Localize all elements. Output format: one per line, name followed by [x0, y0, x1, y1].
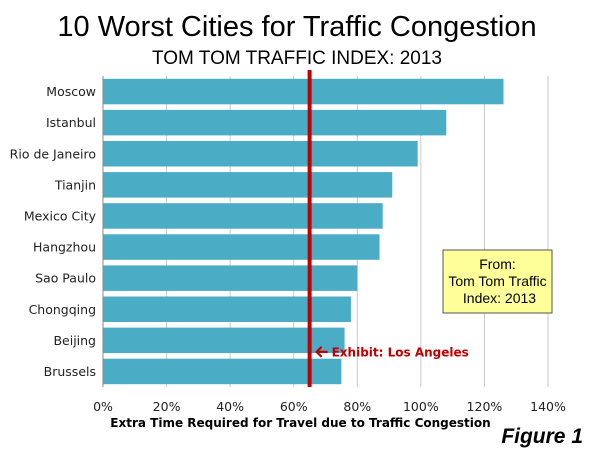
- chart-subtitle: TOM TOM TRAFFIC INDEX: 2013: [152, 48, 442, 69]
- x-tick-label: 0%: [93, 399, 113, 414]
- category-label: Sao Paulo: [35, 271, 96, 286]
- bars: [103, 78, 504, 385]
- source-note-box: From: Tom Tom Traffic Index: 2013: [442, 249, 553, 314]
- category-label: Chongqing: [29, 302, 96, 317]
- los-angeles-annotation: Exhibit: Los Angeles: [315, 345, 469, 359]
- category-label: Tianjin: [54, 177, 96, 192]
- bar: [103, 265, 358, 291]
- bar: [103, 234, 380, 260]
- category-label: Brussels: [44, 364, 96, 379]
- x-tick-label: 20%: [153, 399, 181, 414]
- bar: [103, 78, 504, 105]
- x-axis-label: Extra Time Required for Travel due to Tr…: [110, 416, 490, 430]
- category-label: Mexico City: [24, 208, 97, 223]
- note-line-1: From:: [479, 256, 516, 272]
- x-tick-labels: 0% 20% 40% 60% 80% 100% 120% 140%: [93, 399, 566, 414]
- bar: [103, 140, 418, 167]
- x-tick-label: 60%: [280, 399, 308, 414]
- x-tick-label: 40%: [216, 399, 244, 414]
- bar: [103, 296, 351, 323]
- bar: [103, 172, 393, 198]
- note-line-3: Index: 2013: [463, 290, 536, 306]
- category-label: Istanbul: [46, 115, 96, 130]
- category-label: Rio de Janeiro: [10, 146, 96, 161]
- category-label: Moscow: [46, 84, 96, 99]
- annotation-label: Exhibit: Los Angeles: [332, 345, 469, 359]
- category-label: Hangzhou: [33, 240, 96, 255]
- x-tick-label: 80%: [343, 399, 371, 414]
- note-line-2: Tom Tom Traffic: [448, 273, 546, 289]
- bar: [103, 358, 342, 385]
- bar: [103, 109, 447, 136]
- chart-title: 10 Worst Cities for Traffic Congestion: [57, 11, 536, 43]
- figure-label: Figure 1: [501, 425, 583, 448]
- x-tick-label: 140%: [530, 399, 566, 414]
- x-tick-label: 100%: [403, 399, 439, 414]
- arrow-left-icon: [315, 346, 328, 358]
- category-labels: Moscow Istanbul Rio de Janeiro Tianjin Mexic…: [10, 84, 97, 379]
- bar: [103, 327, 345, 354]
- bar: [103, 203, 383, 229]
- note-box-background: [442, 249, 553, 314]
- x-tick-label: 120%: [467, 399, 503, 414]
- category-label: Beijing: [53, 333, 96, 348]
